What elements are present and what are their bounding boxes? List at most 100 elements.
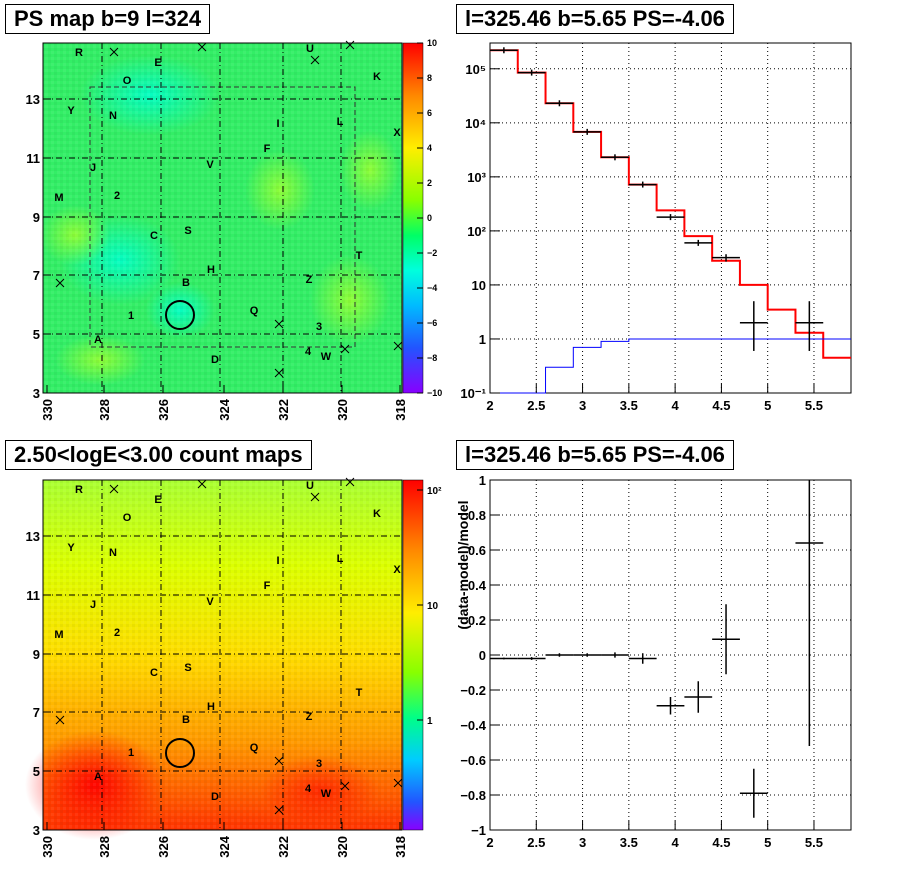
x-tick-label: 3.5	[620, 835, 638, 850]
source-label: J	[90, 599, 96, 611]
x-tick-label: 4.5	[712, 835, 730, 850]
y-tick-label: 7	[33, 705, 40, 720]
count-map-frame	[42, 479, 403, 831]
spectrum-panel: 2 2.5 3 3.5 4 4.5 5 5.5 10⁻¹ 1 10 10² 10³ 10⁴ 10⁵	[460, 42, 852, 413]
x-marker-icon	[340, 781, 350, 791]
source-label: X	[393, 127, 401, 139]
ps-map-x-marks	[55, 40, 403, 378]
source-label: U	[306, 480, 314, 492]
colorbar-tick-label: −8	[427, 353, 437, 363]
x-tick-label: 322	[276, 399, 291, 421]
x-marker-icon	[109, 47, 119, 57]
source-label: D	[211, 791, 219, 803]
x-marker-icon	[55, 278, 65, 288]
ps-map-x-ticks: 330 328 326 324 322 320 318	[40, 385, 408, 421]
x-marker-icon	[55, 715, 65, 725]
source-label: F	[264, 143, 271, 155]
source-label: M	[54, 629, 63, 641]
x-marker-icon	[393, 778, 403, 788]
source-label: R	[75, 484, 83, 496]
source-label: D	[211, 354, 219, 366]
residual-points	[490, 480, 824, 818]
residual-grid	[490, 480, 851, 830]
y-tick-label: −1	[471, 823, 486, 838]
source-label: E	[154, 57, 161, 69]
x-marker-icon	[197, 479, 207, 489]
count-map-sources: R E O Y N J M 2 C S B H 1 A D Q Z 3 4 W T V F I L U K X	[54, 480, 401, 803]
source-label: Y	[67, 105, 75, 117]
y-tick-label: 11	[26, 588, 40, 603]
x-tick-label: 328	[97, 836, 112, 858]
y-tick-label: 0.2	[468, 613, 486, 628]
source-label: O	[123, 75, 132, 87]
x-tick-label: 326	[156, 399, 171, 421]
ps-map-frame	[42, 42, 403, 394]
colorbar-tick-label: −2	[427, 248, 437, 258]
source-label: Z	[306, 274, 313, 286]
x-marker-icon	[345, 477, 355, 487]
source-label: W	[321, 351, 332, 363]
count-map-y-ticks: 3 5 7 9 11 13	[26, 529, 51, 838]
source-label: 2	[114, 627, 120, 639]
residual-title: l=325.46 b=5.65 PS=-4.06	[456, 440, 734, 470]
x-tick-label: 4	[672, 835, 680, 850]
count-map-title: 2.50<logE<3.00 count maps	[5, 440, 312, 470]
count-map-panel: R E O Y N J M 2 C S B H 1 A D Q Z 3 4 W T V F I L U K X 330 328 326 32…	[25, 477, 442, 858]
source-label: S	[184, 225, 191, 237]
x-tick-label: 3	[579, 835, 586, 850]
x-marker-icon	[393, 341, 403, 351]
y-tick-label: 0	[479, 648, 486, 663]
source-label: F	[264, 580, 271, 592]
y-tick-label: 0.6	[468, 543, 486, 558]
source-label: C	[150, 230, 158, 242]
source-label: N	[109, 110, 117, 122]
source-label: N	[109, 547, 117, 559]
x-tick-label: 324	[217, 835, 232, 857]
residual-y-ticks: −1 −0.8 −0.6 −0.4 −0.2 0 0.2 0.4 0.6 0.8 1	[460, 473, 500, 838]
source-label: J	[90, 162, 96, 174]
spectrum-title: l=325.46 b=5.65 PS=-4.06	[456, 4, 734, 34]
source-label: 3	[316, 321, 322, 333]
y-tick-label: 3	[33, 386, 40, 401]
source-label: H	[207, 701, 215, 713]
source-label: 4	[305, 783, 312, 795]
colorbar-tick-label: 8	[427, 73, 432, 83]
x-tick-label: 5.5	[805, 398, 823, 413]
source-label: S	[184, 662, 191, 674]
x-tick-label: 330	[40, 399, 55, 421]
colorbar-tick-label: 10	[427, 601, 439, 612]
x-tick-label: 318	[393, 836, 408, 858]
residual-y-label: (data-model)/model	[455, 500, 471, 629]
colorbar-tick-label: 4	[427, 143, 432, 153]
count-map-x-ticks: 330 328 326 324 322 320 318	[40, 822, 408, 858]
colorbar-tick-label: 0	[427, 213, 432, 223]
x-marker-icon	[340, 344, 350, 354]
y-tick-label: 10⁵	[465, 62, 486, 77]
x-marker-icon	[274, 368, 284, 378]
x-tick-label: 5	[764, 398, 771, 413]
source-label: 1	[128, 310, 134, 322]
source-label: 1	[128, 747, 134, 759]
colorbar-tick-label: −10	[427, 388, 442, 398]
y-tick-label: 7	[33, 268, 40, 283]
colorbar-tick-label: −4	[427, 283, 437, 293]
x-tick-label: 320	[335, 836, 350, 858]
source-label: X	[393, 564, 401, 576]
x-tick-label: 5.5	[805, 835, 823, 850]
source-label: U	[306, 43, 314, 55]
x-marker-icon	[310, 492, 320, 502]
y-tick-label: 0.4	[468, 578, 487, 593]
residual-x-ticks: 2 2.5 3 3.5 4 4.5 5 5.5	[486, 821, 823, 850]
x-tick-label: 330	[40, 836, 55, 858]
x-marker-icon	[274, 319, 284, 329]
source-label: A	[94, 334, 102, 346]
source-label: 2	[114, 190, 120, 202]
count-map-texture	[43, 480, 402, 830]
source-label: B	[182, 714, 190, 726]
source-label: V	[206, 596, 214, 608]
model-background-line	[490, 338, 851, 394]
y-tick-label: 1	[479, 332, 486, 347]
ps-map-texture	[43, 43, 402, 393]
source-label: A	[94, 771, 102, 783]
